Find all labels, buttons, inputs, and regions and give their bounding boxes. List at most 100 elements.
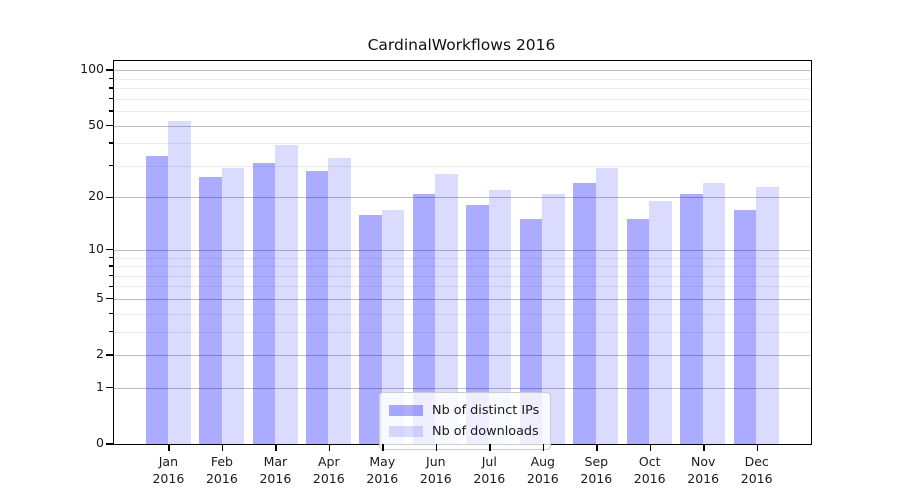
x-tick-mark xyxy=(328,444,331,452)
x-tick-mark xyxy=(649,444,652,452)
minor-gridline xyxy=(114,88,811,89)
bar-ips-nov xyxy=(680,193,703,444)
bar-ips-feb xyxy=(199,177,222,444)
legend-swatch-distinct-ips xyxy=(389,405,423,416)
chart-title: CardinalWorkflows 2016 xyxy=(367,36,556,54)
y-tick-mark xyxy=(108,274,113,277)
y-tick-mark xyxy=(108,265,113,267)
x-tick-label-mar: Mar 2016 xyxy=(259,454,292,486)
y-tick-mark xyxy=(108,87,113,89)
legend-swatch-downloads xyxy=(389,426,423,437)
y-tick-mark xyxy=(108,110,113,112)
x-tick-mark xyxy=(168,444,170,452)
bar-downloads-dec xyxy=(756,186,779,444)
y-tick-label-2: 2 xyxy=(96,346,104,361)
minor-gridline xyxy=(114,257,811,259)
y-tick-mark xyxy=(105,387,113,389)
x-tick-mark xyxy=(596,444,598,452)
x-tick-label-feb: Feb 2016 xyxy=(205,454,238,486)
y-tick-label-0: 0 xyxy=(96,435,104,450)
bar-downloads-sep xyxy=(595,168,619,444)
major-gridline xyxy=(114,355,811,356)
major-gridline xyxy=(114,197,811,199)
major-gridline xyxy=(114,249,811,251)
bar-ips-jan xyxy=(145,156,168,444)
bar-ips-jul xyxy=(466,205,489,444)
legend-label-downloads: Nb of downloads xyxy=(432,424,539,439)
y-tick-mark xyxy=(108,256,113,259)
y-tick-label-5: 5 xyxy=(96,289,104,305)
y-tick-label-100: 100 xyxy=(80,61,104,77)
x-tick-label-jun: Jun 2016 xyxy=(419,454,452,486)
y-tick-mark xyxy=(105,354,113,356)
y-tick-mark xyxy=(105,196,113,198)
y-tick-mark xyxy=(105,443,113,445)
major-gridline xyxy=(114,125,811,127)
x-tick-label-jul: Jul 2016 xyxy=(473,454,506,486)
y-tick-mark xyxy=(108,331,113,333)
y-tick-mark xyxy=(105,69,113,71)
minor-gridline xyxy=(114,110,811,112)
x-tick-label-dec: Dec 2016 xyxy=(740,454,773,486)
bar-ips-oct xyxy=(626,219,650,444)
y-tick-label-1: 1 xyxy=(96,378,104,394)
major-gridline xyxy=(114,70,811,72)
minor-gridline xyxy=(114,286,811,288)
legend: Nb of distinct IPs Nb of downloads xyxy=(379,392,551,450)
bar-downloads-feb xyxy=(221,168,244,444)
y-tick-mark xyxy=(108,285,113,287)
x-tick-label-apr: Apr 2016 xyxy=(312,454,345,486)
major-gridline xyxy=(114,387,811,389)
bar-downloads-may xyxy=(381,209,405,444)
bar-downloads-oct xyxy=(649,201,672,444)
minor-gridline xyxy=(114,313,811,315)
minor-gridline xyxy=(114,78,811,80)
x-tick-mark xyxy=(489,444,491,452)
y-tick-mark xyxy=(105,124,113,127)
y-tick-label-20: 20 xyxy=(88,188,104,204)
x-tick-mark xyxy=(435,444,438,452)
minor-gridline xyxy=(114,165,811,167)
y-tick-mark xyxy=(108,77,113,80)
y-tick-mark xyxy=(108,142,113,144)
x-tick-label-aug: Aug 2016 xyxy=(526,454,559,486)
plot-area: Nb of distinct IPs Nb of downloads xyxy=(105,60,812,450)
x-tick-mark xyxy=(756,444,759,452)
y-tick-mark xyxy=(105,249,113,251)
x-tick-label-jan: Jan 2016 xyxy=(152,454,185,486)
x-tick-label-oct: Oct 2016 xyxy=(633,454,666,486)
y-tick-mark xyxy=(105,298,113,300)
x-tick-mark xyxy=(382,444,384,452)
bar-downloads-mar xyxy=(275,145,298,444)
x-tick-mark xyxy=(275,444,277,452)
bar-downloads-jul xyxy=(488,190,512,444)
bar-ips-mar xyxy=(252,163,275,444)
minor-gridline xyxy=(114,331,811,333)
bar-ips-aug xyxy=(519,219,543,444)
bar-downloads-jun xyxy=(435,174,458,444)
minor-gridline xyxy=(114,143,811,145)
x-tick-label-nov: Nov 2016 xyxy=(687,454,720,486)
bar-ips-apr xyxy=(305,171,329,444)
bar-downloads-aug xyxy=(542,193,565,444)
major-gridline xyxy=(114,298,811,300)
x-tick-mark xyxy=(542,444,545,452)
legend-label-distinct-ips: Nb of distinct IPs xyxy=(432,403,540,418)
bar-ips-dec xyxy=(733,209,757,444)
x-tick-label-sep: Sep 2016 xyxy=(580,454,613,486)
bar-ips-sep xyxy=(573,183,596,444)
y-tick-mark xyxy=(108,97,113,100)
bar-downloads-jan xyxy=(168,120,191,444)
minor-gridline xyxy=(114,275,811,277)
x-tick-mark xyxy=(221,444,224,452)
y-tick-label-10: 10 xyxy=(88,240,104,256)
bar-ips-may xyxy=(359,214,382,444)
bar-downloads-nov xyxy=(702,183,726,444)
minor-gridline xyxy=(114,98,811,100)
minor-gridline xyxy=(114,266,811,267)
x-tick-label-may: May 2016 xyxy=(366,454,399,486)
bar-ips-jun xyxy=(412,193,436,444)
legend-row: Nb of distinct IPs xyxy=(389,400,541,421)
y-tick-mark xyxy=(108,312,113,315)
